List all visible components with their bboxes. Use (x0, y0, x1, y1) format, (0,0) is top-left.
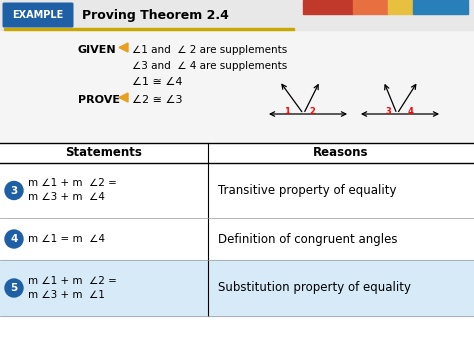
Text: Proving Theorem 2.4: Proving Theorem 2.4 (82, 9, 229, 22)
Text: EXAMPLE: EXAMPLE (12, 10, 64, 20)
Bar (0, 0, 474, 30)
Text: ∠1 and  ∠ 2 are supplements: ∠1 and ∠ 2 are supplements (132, 45, 287, 55)
Text: GIVEN: GIVEN (78, 45, 117, 55)
Text: 4: 4 (10, 234, 18, 244)
Text: Definition of congruent angles: Definition of congruent angles (218, 233, 398, 246)
Polygon shape (119, 43, 128, 52)
Text: Statements: Statements (65, 147, 143, 159)
Text: PROVE: PROVE (78, 95, 120, 105)
Bar (388, 0, 413, 13)
Bar (303, 0, 353, 13)
Circle shape (5, 230, 23, 248)
Text: ∠2 ≅ ∠3: ∠2 ≅ ∠3 (132, 95, 182, 105)
Text: m ∠1 + m  ∠2 =: m ∠1 + m ∠2 = (28, 276, 117, 286)
Bar (0, 260, 474, 316)
Text: 5: 5 (10, 283, 18, 293)
Bar (0, 218, 474, 260)
Text: Transitive property of equality: Transitive property of equality (218, 184, 396, 197)
Bar (0, 163, 474, 218)
Bar (413, 0, 468, 13)
Bar (4, 28, 294, 29)
Text: m ∠1 = m  ∠4: m ∠1 = m ∠4 (28, 234, 105, 244)
Text: m ∠3 + m  ∠1: m ∠3 + m ∠1 (28, 290, 105, 300)
Text: 4: 4 (408, 106, 413, 115)
Polygon shape (119, 93, 128, 102)
Text: 1: 1 (284, 106, 290, 115)
Text: 3: 3 (385, 106, 391, 115)
Circle shape (5, 181, 23, 200)
Text: ∠1 ≅ ∠4: ∠1 ≅ ∠4 (132, 77, 182, 87)
Bar (353, 0, 388, 13)
Text: ∠3 and  ∠ 4 are supplements: ∠3 and ∠ 4 are supplements (132, 61, 287, 71)
Text: 2: 2 (310, 106, 315, 115)
Bar (0, 143, 474, 355)
FancyBboxPatch shape (2, 2, 73, 27)
Text: m ∠1 + m  ∠2 =: m ∠1 + m ∠2 = (28, 179, 117, 189)
Text: m ∠3 + m  ∠4: m ∠3 + m ∠4 (28, 192, 105, 202)
Bar (0, 143, 474, 163)
Circle shape (5, 279, 23, 297)
Text: Reasons: Reasons (313, 147, 369, 159)
Text: 3: 3 (10, 186, 18, 196)
Text: Substitution property of equality: Substitution property of equality (218, 282, 411, 295)
